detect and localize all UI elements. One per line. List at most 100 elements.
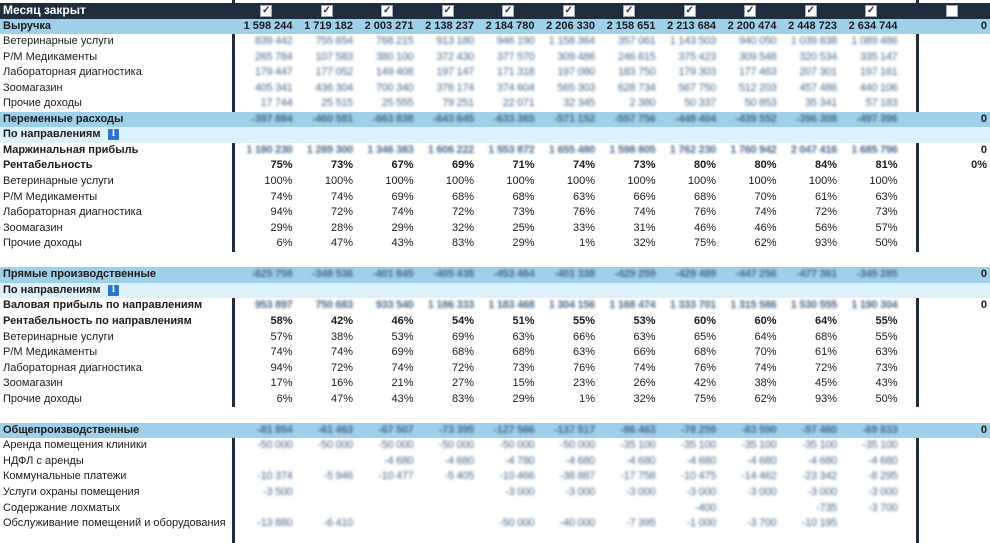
total-cell <box>919 392 990 408</box>
value-cell: -83 590 <box>741 423 777 436</box>
value-cell: 68% <box>451 190 474 203</box>
value-cell: 2 448 723 <box>788 19 837 32</box>
value-cell: -663 838 <box>372 112 414 125</box>
month-closed-checkbox[interactable]: ✓ <box>744 4 757 17</box>
info-icon[interactable]: i <box>108 284 119 296</box>
value-cell: 29% <box>512 237 535 250</box>
total-cell: 0 <box>980 423 987 436</box>
month-closed-checkbox[interactable]: ✓ <box>623 4 636 17</box>
value-cell: 73% <box>875 206 898 219</box>
row-label: Ветеринарные услуги <box>3 35 114 48</box>
value-cell: 74% <box>330 190 353 203</box>
value-cell: 60% <box>754 314 777 327</box>
value-cell: 100% <box>264 175 293 187</box>
value-cell: 42% <box>693 377 716 390</box>
month-closed-checkbox[interactable]: ✓ <box>320 4 333 17</box>
total-cell <box>919 361 990 377</box>
value-cell: 839 442 <box>254 35 293 48</box>
value-cell: 63% <box>512 330 535 343</box>
table-row: Прочие доходы 6% 47% 43% 83% 29% 1% 32% 75% 62% 93… <box>0 236 990 252</box>
table-row: Аренда помещения клиники -50 000 -50 000 -5… <box>0 438 990 454</box>
value-cell: -50 000 <box>317 439 354 452</box>
value-cell <box>841 283 902 299</box>
value-cell <box>236 283 297 299</box>
month-closed-checkbox-cell: ✓ <box>297 3 358 19</box>
value-cell: 31% <box>633 221 656 234</box>
value-cell: 100% <box>324 175 353 187</box>
table-row: Р/М Медикаменты 74% 74% 69% 68% 68% 63% 66% 68% 7… <box>0 190 990 206</box>
total-cell <box>919 454 990 470</box>
month-closed-checkbox[interactable]: ✓ <box>381 4 394 17</box>
table-row: Ветеринарные услуги 839 442 755 654 768 215… <box>0 34 990 50</box>
table-row: Лабораторная диагностика 179 447 177 052 14… <box>0 65 990 81</box>
value-cell <box>418 127 479 143</box>
value-cell: 335 147 <box>859 50 898 63</box>
value-cell: 94% <box>270 361 293 374</box>
value-cell: -10 475 <box>680 470 717 483</box>
value-cell: 1 333 701 <box>669 299 717 312</box>
value-cell: 755 654 <box>315 35 353 48</box>
value-cell: 1 289 300 <box>306 143 354 156</box>
value-cell <box>781 127 842 143</box>
value-cell: -35 100 <box>741 439 777 452</box>
table-row: По направлениям i <box>0 127 990 143</box>
value-cell: 25% <box>512 221 535 234</box>
value-cell: 65% <box>693 330 716 343</box>
row-label: Р/М Медикаменты <box>3 346 98 359</box>
table-row: Коммунальные платежи -10 374 -5 946 -10 477… <box>0 469 990 485</box>
value-cell: 69% <box>451 159 474 172</box>
value-cell: -4 680 <box>807 454 838 467</box>
value-cell: 457 486 <box>799 81 837 94</box>
month-closed-checkbox[interactable]: ✓ <box>683 4 696 17</box>
value-cell: -13 880 <box>257 517 293 530</box>
table-row: Переменные расходы -397 884 -460 581 -663 8… <box>0 111 990 128</box>
value-cell: -3 000 <box>505 486 535 498</box>
value-cell: 57% <box>875 221 898 234</box>
value-cell: 70% <box>754 346 777 359</box>
value-cell <box>357 485 418 501</box>
value-cell: 76% <box>693 206 716 219</box>
value-cell <box>720 501 781 517</box>
value-cell: 74% <box>754 206 777 219</box>
total-cell <box>919 65 990 81</box>
table-row: Общепроизводственные -81 854 -61 463 -67 50… <box>0 422 990 439</box>
value-cell: 183 750 <box>617 66 656 79</box>
month-closed-checkbox[interactable]: ✓ <box>441 4 454 17</box>
value-cell: -625 758 <box>251 268 293 281</box>
value-cell <box>418 516 479 532</box>
value-cell: -50 000 <box>257 439 293 452</box>
value-cell: -453 464 <box>493 268 535 281</box>
value-cell: 69% <box>391 346 414 359</box>
value-cell: 53% <box>391 330 414 343</box>
total-cell <box>919 34 990 50</box>
total-cell <box>919 221 990 237</box>
month-closed-checkbox[interactable]: ✓ <box>260 4 273 17</box>
value-cell: -460 581 <box>311 112 353 125</box>
month-closed-checkbox-cell: ✓ <box>599 3 660 19</box>
value-cell: 60% <box>693 314 716 327</box>
value-cell: -3 700 <box>868 501 898 514</box>
month-closed-checkbox-cell: ✓ <box>539 3 600 19</box>
month-closed-checkbox[interactable]: ✓ <box>804 4 817 17</box>
value-cell: 100% <box>808 175 837 187</box>
value-cell: 50% <box>875 392 898 405</box>
row-label: Лабораторная диагностика <box>3 361 142 374</box>
value-cell: 149 408 <box>375 66 414 79</box>
month-closed-checkbox[interactable]: ✓ <box>562 4 575 17</box>
month-closed-checkbox[interactable] <box>946 4 959 17</box>
value-cell: 100% <box>385 175 414 187</box>
value-cell: 197 147 <box>436 66 474 79</box>
value-cell: 81% <box>875 159 898 172</box>
row-label: Ветеринарные услуги <box>3 330 114 343</box>
total-cell <box>919 50 990 66</box>
total-cell <box>919 236 990 252</box>
value-cell: 567 750 <box>678 81 716 94</box>
value-cell: 565 303 <box>557 81 595 94</box>
month-closed-checkbox[interactable]: ✓ <box>865 4 878 17</box>
value-cell: 6% <box>276 237 293 250</box>
month-closed-checkbox[interactable]: ✓ <box>502 4 515 17</box>
row-label: НДФЛ с аренды <box>3 454 84 467</box>
info-icon[interactable]: i <box>108 129 119 141</box>
total-cell <box>919 345 990 361</box>
value-cell: 57% <box>270 330 293 343</box>
